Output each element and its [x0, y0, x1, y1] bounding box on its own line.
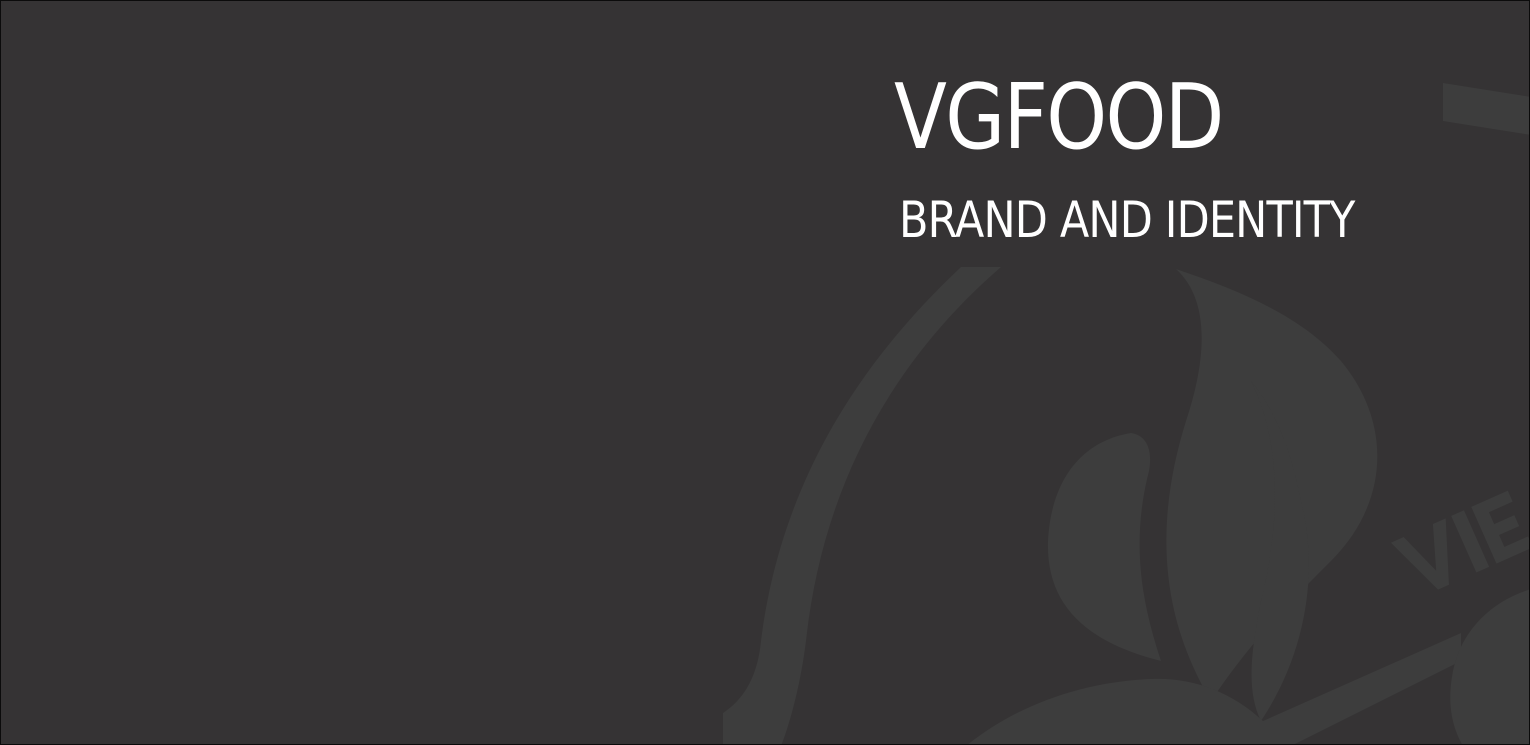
- emblem-bottom-leaf: [968, 678, 1263, 744]
- emblem-small-leaf: [1047, 433, 1161, 661]
- emblem-partial-text: [1390, 490, 1529, 590]
- brand-title: VGFOOD: [894, 65, 1224, 170]
- emblem-ring-arc: [1443, 83, 1529, 135]
- emblem-right-circle: [1450, 589, 1529, 744]
- emblem-ring-left: [723, 267, 1001, 744]
- brand-subtitle: BRAND AND IDENTITY: [899, 191, 1355, 249]
- emblem-inner-leaf: [1251, 381, 1309, 721]
- emblem-large-leaf: [1166, 269, 1378, 701]
- emblem-right-band: [1263, 633, 1461, 744]
